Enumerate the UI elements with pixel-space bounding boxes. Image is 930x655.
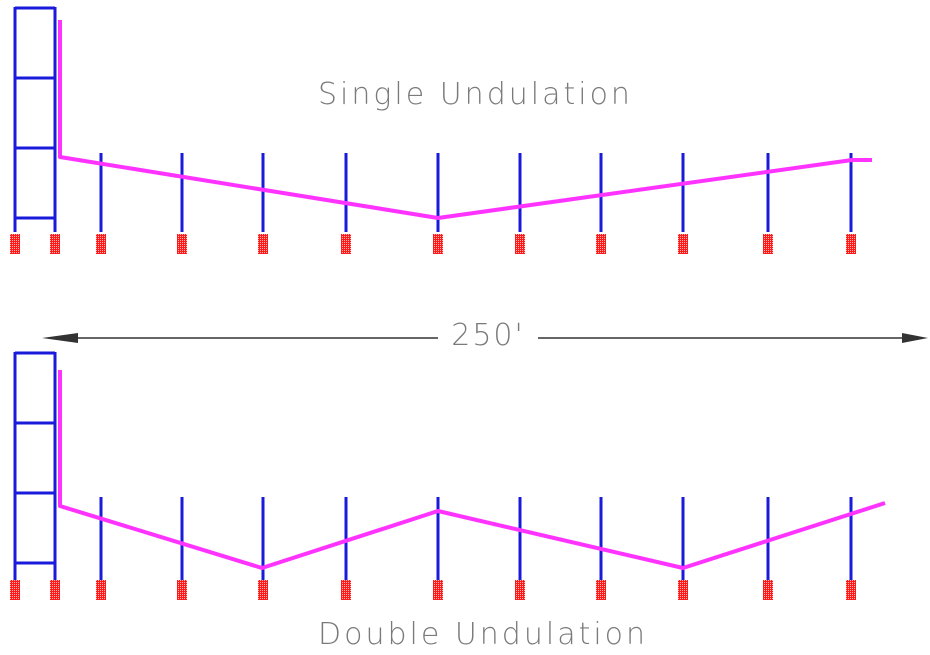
dimension-label: 250' <box>438 318 538 353</box>
double-undulation-system <box>10 351 886 600</box>
double-footing-8 <box>515 580 525 600</box>
double-footing-1 <box>10 580 20 600</box>
single-footing-6 <box>341 234 351 254</box>
single-footing-7 <box>433 234 443 254</box>
single-footings <box>10 234 856 254</box>
double-footing-2 <box>50 580 60 600</box>
single-footing-12 <box>846 234 856 254</box>
double-footing-4 <box>177 580 187 600</box>
single-footing-4 <box>177 234 187 254</box>
double-footing-7 <box>433 580 443 600</box>
double-footing-9 <box>596 580 606 600</box>
single-footing-10 <box>678 234 688 254</box>
double-footing-11 <box>763 580 773 600</box>
double-footing-5 <box>258 580 268 600</box>
double-undulation-title: Double Undulation <box>318 617 649 652</box>
dimension-line <box>42 333 928 343</box>
dimension-arrow-left <box>42 333 78 343</box>
double-footings <box>10 580 856 600</box>
single-footing-9 <box>596 234 606 254</box>
single-tower <box>13 6 57 232</box>
double-footing-6 <box>341 580 351 600</box>
single-footing-3 <box>96 234 106 254</box>
single-footing-1 <box>10 234 20 254</box>
single-footing-11 <box>763 234 773 254</box>
single-footing-8 <box>515 234 525 254</box>
double-support-posts <box>99 497 853 580</box>
single-undulation-title: Single Undulation <box>318 77 633 112</box>
single-undulation-pipe <box>58 20 872 220</box>
double-footing-10 <box>678 580 688 600</box>
single-footing-2 <box>50 234 60 254</box>
double-undulation-pipe <box>58 370 886 570</box>
double-tower <box>13 351 57 580</box>
single-support-posts <box>99 153 853 232</box>
double-footing-12 <box>846 580 856 600</box>
double-footing-3 <box>96 580 106 600</box>
single-footing-5 <box>258 234 268 254</box>
single-undulation-system <box>10 6 872 254</box>
dimension-arrow-right <box>902 333 928 343</box>
